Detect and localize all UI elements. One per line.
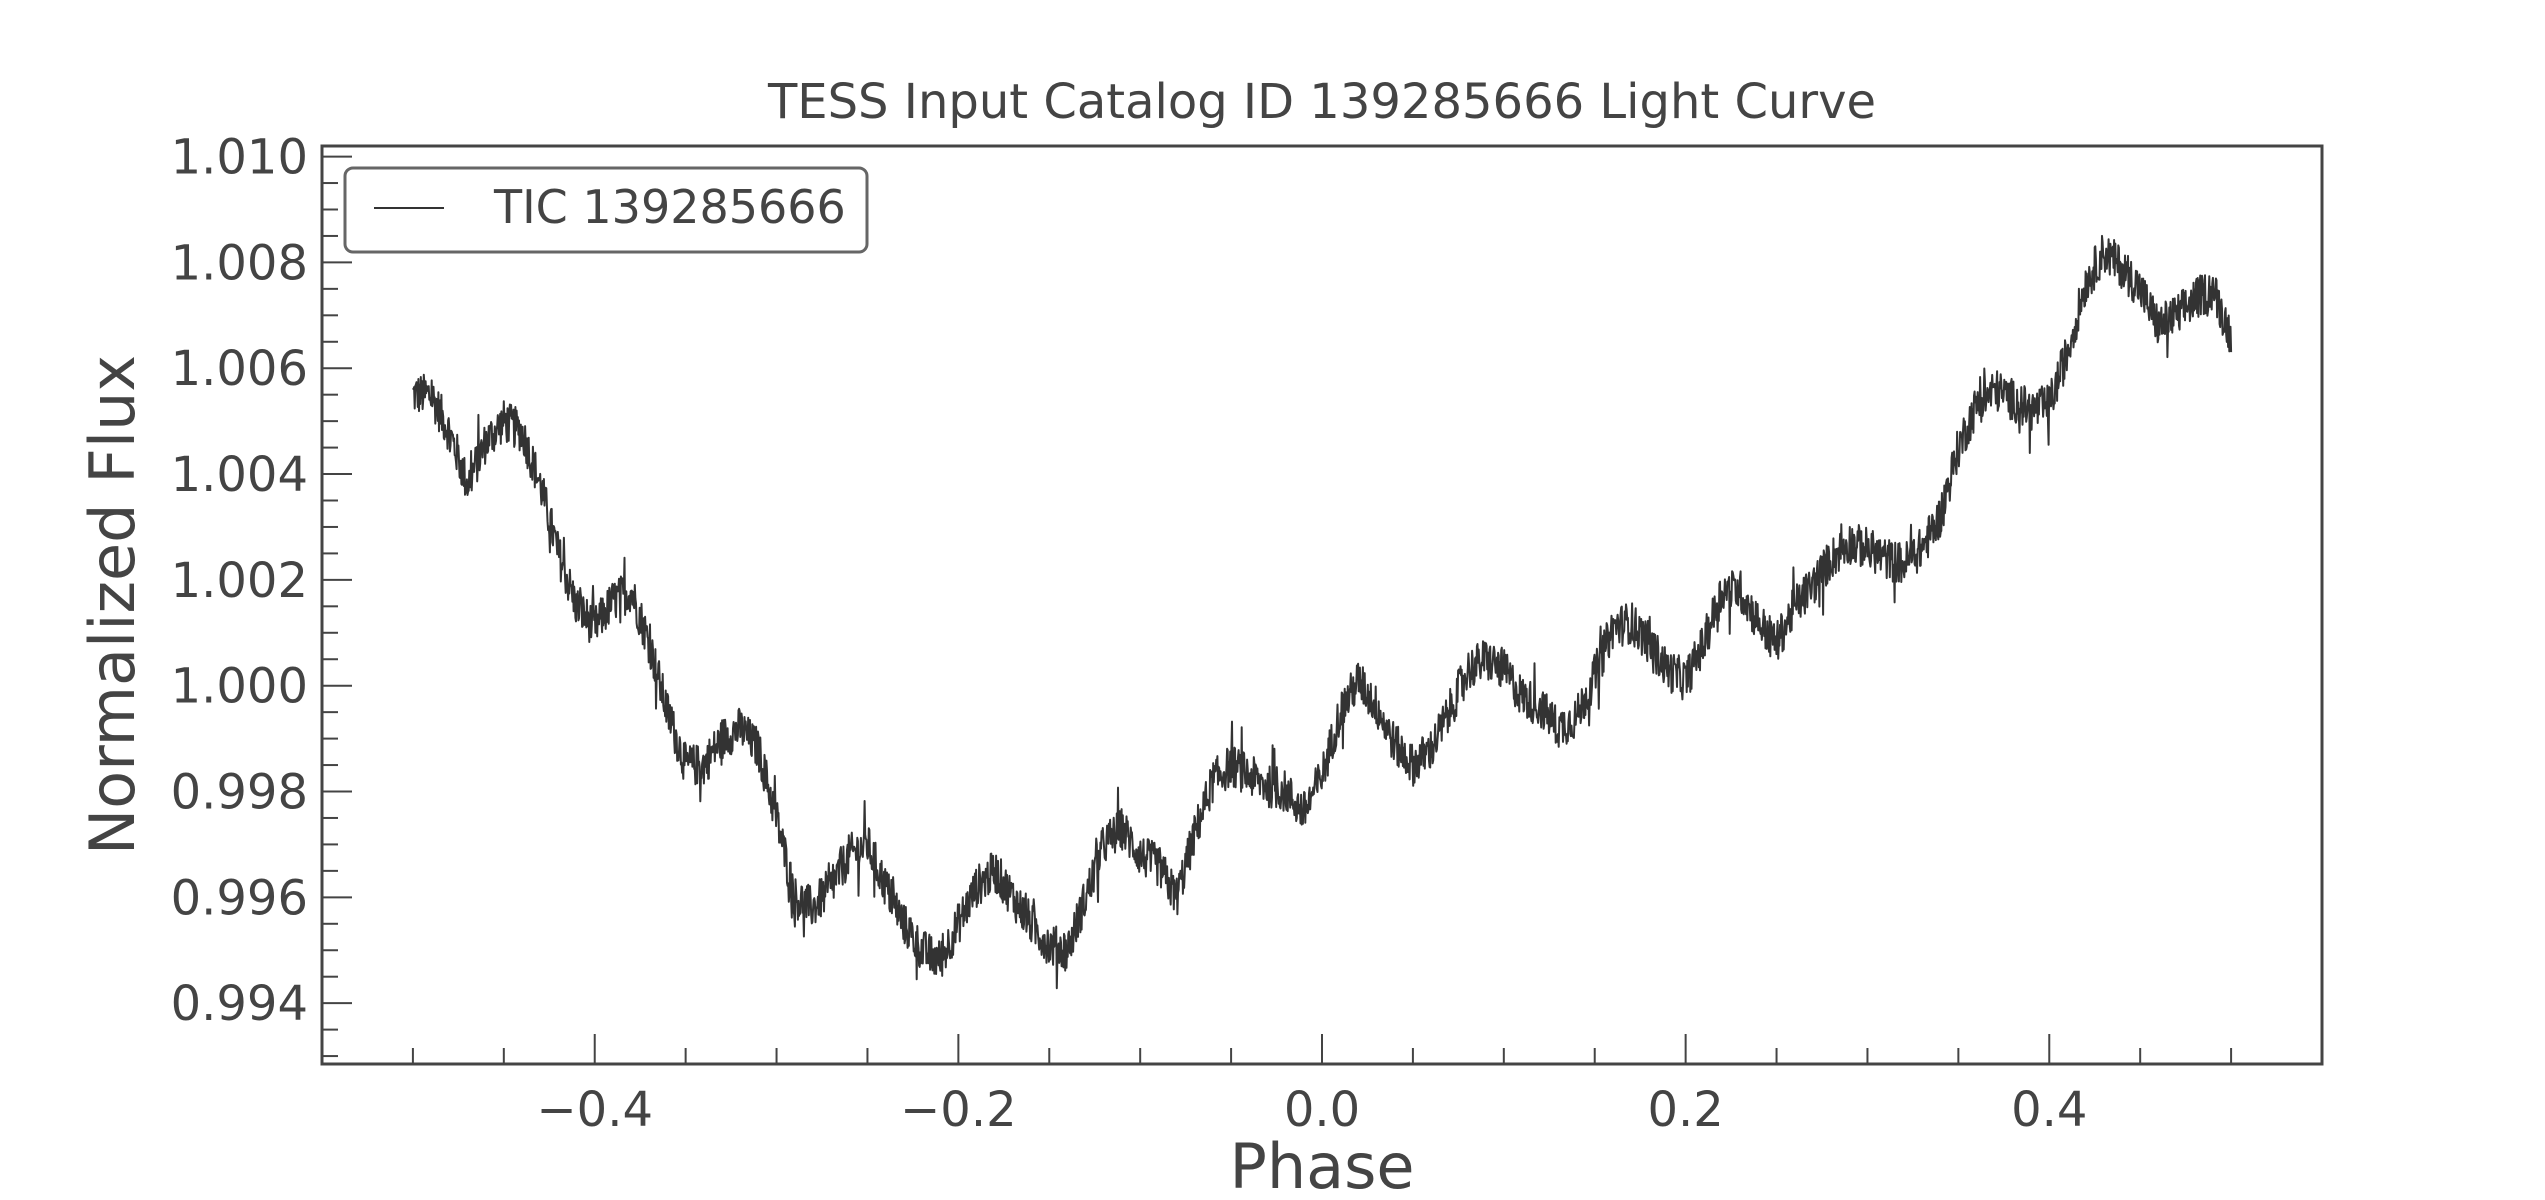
y-tick-label: 0.998 bbox=[171, 765, 308, 821]
legend-label: TIC 139285666 bbox=[493, 180, 846, 234]
y-tick-label: 1.010 bbox=[171, 130, 308, 186]
chart-title: TESS Input Catalog ID 139285666 Light Cu… bbox=[767, 74, 1876, 130]
y-tick-label: 1.006 bbox=[171, 341, 308, 397]
x-tick-label: 0.4 bbox=[2011, 1082, 2087, 1138]
series-line-tic-139285666 bbox=[412, 234, 2233, 990]
y-tick-label: 1.002 bbox=[171, 553, 308, 609]
x-axis-label: Phase bbox=[1229, 1130, 1414, 1200]
legend-box bbox=[343, 166, 869, 254]
y-axis-label: Normalized Flux bbox=[76, 355, 149, 855]
x-tick-label: −0.4 bbox=[536, 1082, 653, 1138]
y-tick-label: 1.004 bbox=[171, 447, 308, 503]
x-tick-label: 0.0 bbox=[1284, 1082, 1360, 1138]
x-axis-ticks: −0.4 −0.2 0.0 0.2 0.4 bbox=[411, 1034, 2233, 1138]
y-tick-label: 0.996 bbox=[171, 870, 308, 926]
y-tick-label: 1.008 bbox=[171, 235, 308, 291]
legend: TIC 139285666 bbox=[343, 166, 869, 254]
x-tick-label: 0.2 bbox=[1647, 1082, 1723, 1138]
y-tick-label: 0.994 bbox=[171, 976, 308, 1032]
plot-frame bbox=[320, 144, 2324, 1066]
y-tick-label: 1.000 bbox=[171, 659, 308, 715]
x-tick-label: −0.2 bbox=[900, 1082, 1017, 1138]
plot-area bbox=[412, 234, 2233, 990]
y-axis-ticks: 0.994 0.996 0.998 1.000 1.002 1.004 1.006 1.008… bbox=[171, 130, 352, 1058]
